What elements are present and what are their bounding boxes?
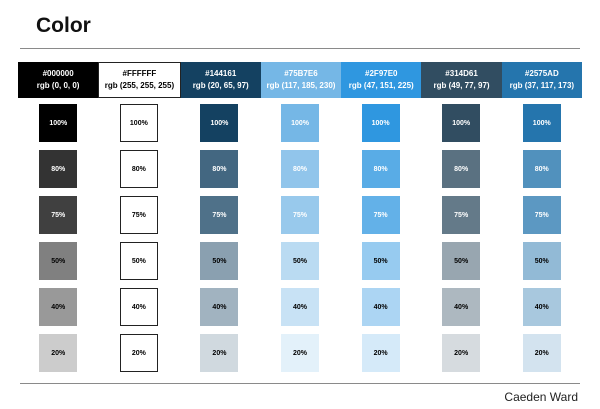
tint-swatch: 100%: [119, 104, 158, 142]
hex-code: #2F97E0: [365, 69, 398, 78]
color-header-3: #75B7E6 rgb (117, 185, 230): [260, 62, 342, 98]
tint-swatch: 20%: [119, 334, 158, 372]
color-header-1: #FFFFFF rgb (255, 255, 255): [98, 62, 181, 98]
hex-code: #144161: [205, 69, 237, 78]
rgb-code: rgb (0, 0, 0): [36, 81, 80, 90]
tint-swatch: 100%: [361, 104, 400, 142]
tint-column-6: 100% 80% 75% 50% 40% 20%: [501, 104, 582, 380]
rgb-code: rgb (37, 117, 173): [509, 81, 575, 90]
rgb-code: rgb (255, 255, 255): [104, 81, 175, 90]
tint-swatch: 50%: [119, 242, 158, 280]
tint-column-4: 100% 80% 75% 50% 40% 20%: [340, 104, 421, 380]
tint-swatch: 80%: [442, 150, 481, 188]
tint-column-1: 100% 80% 75% 50% 40% 20%: [99, 104, 180, 380]
rgb-code: rgb (49, 77, 97): [433, 81, 490, 90]
tint-grid: 100% 80% 75% 50% 40% 20% 100% 80% 75% 50% 40% 20% 10…: [18, 104, 582, 380]
rgb-code: rgb (117, 185, 230): [266, 81, 336, 90]
tint-swatch: 40%: [442, 288, 481, 326]
top-divider: [20, 48, 580, 49]
tint-swatch: 80%: [119, 150, 158, 188]
hex-code: #314D61: [445, 69, 478, 78]
tint-swatch: 75%: [361, 196, 400, 234]
tint-swatch: 20%: [361, 334, 400, 372]
tint-swatch: 40%: [522, 288, 561, 326]
tint-swatch: 100%: [281, 104, 320, 142]
tint-swatch: 40%: [361, 288, 400, 326]
tint-swatch: 75%: [522, 196, 561, 234]
tint-swatch: 40%: [39, 288, 78, 326]
color-header-4: #2F97E0 rgb (47, 151, 225): [341, 62, 422, 98]
tint-swatch: 40%: [119, 288, 158, 326]
tint-swatch: 75%: [442, 196, 481, 234]
hex-code: #FFFFFF: [122, 69, 157, 78]
tint-swatch: 40%: [281, 288, 320, 326]
tint-swatch: 80%: [361, 150, 400, 188]
tint-swatch: 20%: [281, 334, 320, 372]
color-header-2: #144161 rgb (20, 65, 97): [180, 62, 261, 98]
tint-column-5: 100% 80% 75% 50% 40% 20%: [421, 104, 502, 380]
bottom-divider: [20, 383, 580, 384]
tint-swatch: 100%: [200, 104, 239, 142]
tint-column-3: 100% 80% 75% 50% 40% 20%: [260, 104, 341, 380]
tint-column-0: 100% 80% 75% 50% 40% 20%: [18, 104, 99, 380]
tint-swatch: 80%: [39, 150, 78, 188]
author-name: Caeden Ward: [504, 390, 578, 404]
tint-swatch: 40%: [200, 288, 239, 326]
tint-swatch: 80%: [281, 150, 320, 188]
hex-code: #75B7E6: [284, 69, 318, 78]
tint-swatch: 75%: [119, 196, 158, 234]
tint-swatch: 100%: [522, 104, 561, 142]
tint-swatch: 20%: [442, 334, 481, 372]
tint-swatch: 75%: [281, 196, 320, 234]
tint-swatch: 100%: [39, 104, 78, 142]
tint-swatch: 50%: [200, 242, 239, 280]
rgb-code: rgb (47, 151, 225): [348, 81, 414, 90]
tint-swatch: 50%: [522, 242, 561, 280]
tint-swatch: 50%: [442, 242, 481, 280]
tint-swatch: 50%: [361, 242, 400, 280]
tint-swatch: 100%: [442, 104, 481, 142]
tint-swatch: 20%: [200, 334, 239, 372]
tint-swatch: 80%: [522, 150, 561, 188]
rgb-code: rgb (20, 65, 97): [192, 81, 249, 90]
color-header-0: #000000 rgb (0, 0, 0): [18, 62, 99, 98]
tint-column-2: 100% 80% 75% 50% 40% 20%: [179, 104, 260, 380]
tint-swatch: 75%: [39, 196, 78, 234]
color-header-5: #314D61 rgb (49, 77, 97): [421, 62, 502, 98]
tint-swatch: 80%: [200, 150, 239, 188]
hex-code: #2575AD: [524, 69, 559, 78]
color-header-row: #000000 rgb (0, 0, 0) #FFFFFF rgb (255, 255…: [18, 62, 582, 98]
tint-swatch: 50%: [281, 242, 320, 280]
tint-swatch: 50%: [39, 242, 78, 280]
color-header-6: #2575AD rgb (37, 117, 173): [501, 62, 582, 98]
tint-swatch: 20%: [522, 334, 561, 372]
hex-code: #000000: [42, 69, 74, 78]
tint-swatch: 20%: [39, 334, 78, 372]
page-title: Color: [36, 14, 91, 37]
tint-swatch: 75%: [200, 196, 239, 234]
